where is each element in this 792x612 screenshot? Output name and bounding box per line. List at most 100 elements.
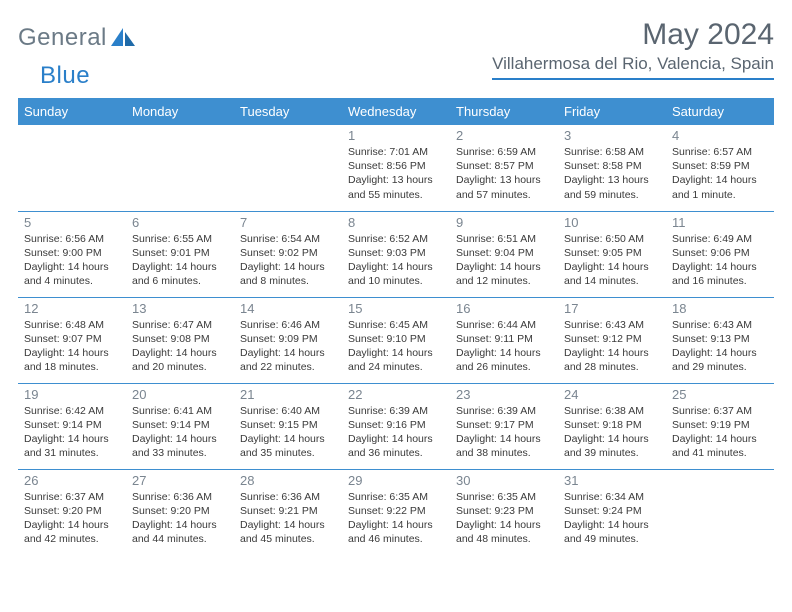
sunset-line: Sunset: 9:15 PM bbox=[240, 418, 336, 432]
day-cell: 21Sunrise: 6:40 AMSunset: 9:15 PMDayligh… bbox=[234, 383, 342, 469]
day-number: 21 bbox=[240, 387, 336, 402]
sunrise-line: Sunrise: 6:35 AM bbox=[348, 490, 444, 504]
day-number: 11 bbox=[672, 215, 768, 230]
sunset-line: Sunset: 8:58 PM bbox=[564, 159, 660, 173]
day-cell: 4Sunrise: 6:57 AMSunset: 8:59 PMDaylight… bbox=[666, 125, 774, 211]
calendar-table: SundayMondayTuesdayWednesdayThursdayFrid… bbox=[18, 98, 774, 555]
sunset-line: Sunset: 9:06 PM bbox=[672, 246, 768, 260]
day-header: Tuesday bbox=[234, 98, 342, 125]
daylight-line: Daylight: 13 hours and 57 minutes. bbox=[456, 173, 552, 201]
daylight-line: Daylight: 14 hours and 42 minutes. bbox=[24, 518, 120, 546]
day-cell: 11Sunrise: 6:49 AMSunset: 9:06 PMDayligh… bbox=[666, 211, 774, 297]
day-number: 14 bbox=[240, 301, 336, 316]
day-cell: 29Sunrise: 6:35 AMSunset: 9:22 PMDayligh… bbox=[342, 469, 450, 555]
sunset-line: Sunset: 9:24 PM bbox=[564, 504, 660, 518]
day-number: 1 bbox=[348, 128, 444, 143]
day-number: 13 bbox=[132, 301, 228, 316]
day-cell: 6Sunrise: 6:55 AMSunset: 9:01 PMDaylight… bbox=[126, 211, 234, 297]
sunset-line: Sunset: 8:59 PM bbox=[672, 159, 768, 173]
daylight-line: Daylight: 14 hours and 10 minutes. bbox=[348, 260, 444, 288]
sunset-line: Sunset: 9:18 PM bbox=[564, 418, 660, 432]
daylight-line: Daylight: 13 hours and 55 minutes. bbox=[348, 173, 444, 201]
day-cell bbox=[18, 125, 126, 211]
sunrise-line: Sunrise: 7:01 AM bbox=[348, 145, 444, 159]
brand-part2: Blue bbox=[40, 62, 90, 90]
sunset-line: Sunset: 9:14 PM bbox=[132, 418, 228, 432]
day-cell: 1Sunrise: 7:01 AMSunset: 8:56 PMDaylight… bbox=[342, 125, 450, 211]
sunrise-line: Sunrise: 6:45 AM bbox=[348, 318, 444, 332]
brand-logo: General bbox=[18, 24, 139, 52]
daylight-line: Daylight: 13 hours and 59 minutes. bbox=[564, 173, 660, 201]
sunrise-line: Sunrise: 6:59 AM bbox=[456, 145, 552, 159]
week-row: 19 Sunrise: 6:42 AM Sunset: 9:14 PM Dayligh… bbox=[18, 383, 774, 469]
sunset-line: Sunset: 9:07 PM bbox=[24, 332, 120, 346]
day-number: 16 bbox=[456, 301, 552, 316]
day-number: 5 bbox=[24, 215, 120, 230]
sunset-line: Sunset: 9:23 PM bbox=[456, 504, 552, 518]
sunrise-line: Sunrise: 6:54 AM bbox=[240, 232, 336, 246]
day-number: 15 bbox=[348, 301, 444, 316]
daylight-line: Daylight: 14 hours and 14 minutes. bbox=[564, 260, 660, 288]
sunrise-line: Sunrise: 6:40 AM bbox=[240, 404, 336, 418]
day-cell: 19Sunrise: 6:42 AMSunset: 9:14 PMDayligh… bbox=[18, 383, 126, 469]
day-number: 20 bbox=[132, 387, 228, 402]
title-block: May 2024 Villahermosa del Rio, Valencia,… bbox=[492, 18, 774, 80]
day-number: 23 bbox=[456, 387, 552, 402]
day-number: 6 bbox=[132, 215, 228, 230]
day-cell: 2Sunrise: 6:59 AMSunset: 8:57 PMDaylight… bbox=[450, 125, 558, 211]
sunrise-line: Sunrise: 6:42 AM bbox=[24, 404, 120, 418]
daylight-line: Daylight: 14 hours and 16 minutes. bbox=[672, 260, 768, 288]
sunset-line: Sunset: 9:03 PM bbox=[348, 246, 444, 260]
day-cell: 24Sunrise: 6:38 AMSunset: 9:18 PMDayligh… bbox=[558, 383, 666, 469]
day-number: 2 bbox=[456, 128, 552, 143]
calendar-head: SundayMondayTuesdayWednesdayThursdayFrid… bbox=[18, 98, 774, 125]
daylight-line: Daylight: 14 hours and 12 minutes. bbox=[456, 260, 552, 288]
day-number: 19 bbox=[24, 387, 120, 402]
week-row: 5Sunrise: 6:56 AMSunset: 9:00 PMDaylight… bbox=[18, 211, 774, 297]
daylight-line: Daylight: 14 hours and 46 minutes. bbox=[348, 518, 444, 546]
daylight-line: Daylight: 14 hours and 44 minutes. bbox=[132, 518, 228, 546]
day-header: Wednesday bbox=[342, 98, 450, 125]
day-cell: 23Sunrise: 6:39 AMSunset: 9:17 PMDayligh… bbox=[450, 383, 558, 469]
sunrise-line: Sunrise: 6:51 AM bbox=[456, 232, 552, 246]
day-number: 3 bbox=[564, 128, 660, 143]
daylight-line: Daylight: 14 hours and 36 minutes. bbox=[348, 432, 444, 460]
daylight-line: Daylight: 14 hours and 45 minutes. bbox=[240, 518, 336, 546]
daylight-line: Daylight: 14 hours and 26 minutes. bbox=[456, 346, 552, 374]
day-cell: 3Sunrise: 6:58 AMSunset: 8:58 PMDaylight… bbox=[558, 125, 666, 211]
sunrise-line: Sunrise: 6:48 AM bbox=[24, 318, 120, 332]
sunrise-line: Sunrise: 6:43 AM bbox=[672, 318, 768, 332]
sunrise-line: Sunrise: 6:55 AM bbox=[132, 232, 228, 246]
daylight-line: Daylight: 14 hours and 20 minutes. bbox=[132, 346, 228, 374]
sunset-line: Sunset: 9:19 PM bbox=[672, 418, 768, 432]
daylight-line: Daylight: 14 hours and 4 minutes. bbox=[24, 260, 120, 288]
sunset-line: Sunset: 9:08 PM bbox=[132, 332, 228, 346]
sunset-line: Sunset: 9:13 PM bbox=[672, 332, 768, 346]
sunrise-line: Sunrise: 6:38 AM bbox=[564, 404, 660, 418]
day-number: 9 bbox=[456, 215, 552, 230]
day-number: 26 bbox=[24, 473, 120, 488]
day-header: Sunday bbox=[18, 98, 126, 125]
sunset-line: Sunset: 9:22 PM bbox=[348, 504, 444, 518]
sunset-line: Sunset: 9:21 PM bbox=[240, 504, 336, 518]
day-cell: 9Sunrise: 6:51 AMSunset: 9:04 PMDaylight… bbox=[450, 211, 558, 297]
day-cell: 30Sunrise: 6:35 AMSunset: 9:23 PMDayligh… bbox=[450, 469, 558, 555]
sunset-line: Sunset: 9:20 PM bbox=[24, 504, 120, 518]
day-cell: 22Sunrise: 6:39 AMSunset: 9:16 PMDayligh… bbox=[342, 383, 450, 469]
day-number: 28 bbox=[240, 473, 336, 488]
day-cell: 5Sunrise: 6:56 AMSunset: 9:00 PMDaylight… bbox=[18, 211, 126, 297]
daylight-line: Daylight: 14 hours and 24 minutes. bbox=[348, 346, 444, 374]
day-cell: 7Sunrise: 6:54 AMSunset: 9:02 PMDaylight… bbox=[234, 211, 342, 297]
day-cell: 12Sunrise: 6:48 AMSunset: 9:07 PMDayligh… bbox=[18, 297, 126, 383]
day-number: 4 bbox=[672, 128, 768, 143]
daylight-line: Daylight: 14 hours and 1 minute. bbox=[672, 173, 768, 201]
sunset-line: Sunset: 9:10 PM bbox=[348, 332, 444, 346]
day-number: 22 bbox=[348, 387, 444, 402]
day-header: Monday bbox=[126, 98, 234, 125]
sail-icon bbox=[111, 26, 137, 51]
day-number: 17 bbox=[564, 301, 660, 316]
day-cell: 15 Sunrise: 6:45 AMSunset: 9:10 PMDayligh… bbox=[342, 297, 450, 383]
sunset-line: Sunset: 9:01 PM bbox=[132, 246, 228, 260]
daylight-line: Daylight: 14 hours and 31 minutes. bbox=[24, 432, 120, 460]
daylight-line: Daylight: 14 hours and 22 minutes. bbox=[240, 346, 336, 374]
